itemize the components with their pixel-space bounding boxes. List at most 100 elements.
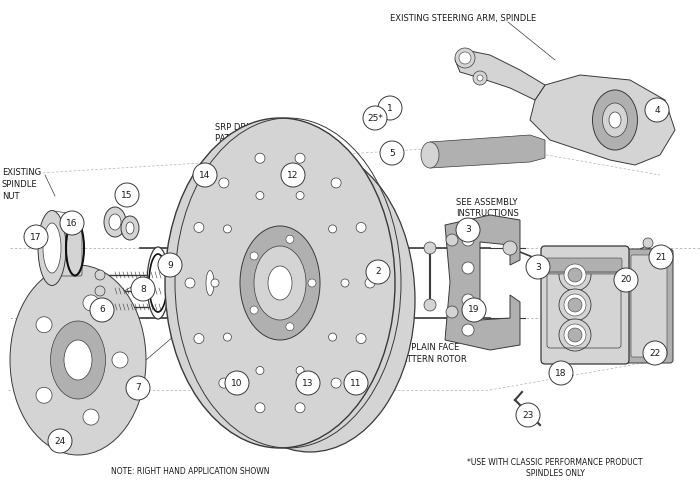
Circle shape xyxy=(24,225,48,249)
Text: 1: 1 xyxy=(387,104,393,112)
Circle shape xyxy=(380,141,404,165)
Text: 12: 12 xyxy=(287,170,299,180)
Circle shape xyxy=(462,298,486,322)
Text: 24: 24 xyxy=(55,436,66,445)
Circle shape xyxy=(193,163,217,187)
Text: 2: 2 xyxy=(375,268,381,276)
Circle shape xyxy=(219,178,229,188)
Circle shape xyxy=(255,403,265,413)
Ellipse shape xyxy=(165,243,191,323)
Ellipse shape xyxy=(268,266,292,300)
Ellipse shape xyxy=(64,340,92,380)
Ellipse shape xyxy=(43,223,61,273)
Circle shape xyxy=(643,341,667,365)
Circle shape xyxy=(649,245,673,269)
Circle shape xyxy=(363,106,387,130)
Circle shape xyxy=(366,260,390,284)
Circle shape xyxy=(328,225,337,233)
Circle shape xyxy=(90,298,114,322)
Circle shape xyxy=(286,323,294,331)
Ellipse shape xyxy=(121,216,139,240)
Circle shape xyxy=(295,403,305,413)
Circle shape xyxy=(446,234,458,246)
Circle shape xyxy=(462,324,474,336)
Circle shape xyxy=(223,225,232,233)
Polygon shape xyxy=(530,75,675,165)
Circle shape xyxy=(331,178,341,188)
Ellipse shape xyxy=(206,271,214,296)
Circle shape xyxy=(455,48,475,68)
Polygon shape xyxy=(430,135,545,168)
Ellipse shape xyxy=(609,112,621,128)
Circle shape xyxy=(328,333,337,341)
Circle shape xyxy=(256,366,264,375)
Ellipse shape xyxy=(38,211,66,285)
Circle shape xyxy=(564,294,586,316)
Circle shape xyxy=(559,319,591,351)
Circle shape xyxy=(126,376,150,400)
Circle shape xyxy=(559,289,591,321)
Circle shape xyxy=(549,361,573,385)
Text: 21: 21 xyxy=(655,252,666,262)
Ellipse shape xyxy=(240,226,320,340)
Circle shape xyxy=(281,163,305,187)
Text: HP PLAIN FACE
PATTERN ROTOR: HP PLAIN FACE PATTERN ROTOR xyxy=(397,343,467,364)
Ellipse shape xyxy=(104,207,126,237)
Text: 18: 18 xyxy=(555,369,567,378)
Circle shape xyxy=(296,191,304,199)
Circle shape xyxy=(516,403,540,427)
Circle shape xyxy=(83,409,99,425)
Text: EXISTING STEERING ARM, SPINDLE: EXISTING STEERING ARM, SPINDLE xyxy=(390,13,536,23)
Ellipse shape xyxy=(126,222,134,234)
Circle shape xyxy=(255,153,265,163)
Circle shape xyxy=(95,286,105,296)
Ellipse shape xyxy=(50,321,106,399)
Circle shape xyxy=(296,366,304,375)
Text: 13: 13 xyxy=(302,379,314,387)
Circle shape xyxy=(295,153,305,163)
Circle shape xyxy=(462,262,474,274)
Ellipse shape xyxy=(421,142,439,168)
Text: NOTE: RIGHT HAND APPLICATION SHOWN: NOTE: RIGHT HAND APPLICATION SHOWN xyxy=(111,467,270,476)
Ellipse shape xyxy=(271,244,349,356)
Circle shape xyxy=(473,71,487,85)
Circle shape xyxy=(356,222,366,232)
Text: SRP DRILLED/SLOTTED
PATTERN ROTOR: SRP DRILLED/SLOTTED PATTERN ROTOR xyxy=(215,123,311,143)
Circle shape xyxy=(568,328,582,342)
Text: 4: 4 xyxy=(654,106,660,114)
Circle shape xyxy=(112,352,128,368)
Circle shape xyxy=(356,333,366,344)
Text: 20: 20 xyxy=(620,275,631,284)
Circle shape xyxy=(250,252,258,260)
Circle shape xyxy=(462,294,474,306)
Circle shape xyxy=(378,96,402,120)
Circle shape xyxy=(568,268,582,282)
Circle shape xyxy=(60,211,84,235)
Ellipse shape xyxy=(286,265,334,335)
Text: *USE WITH CLASSIC PERFORMANCE PRODUCT
SPINDLES ONLY: *USE WITH CLASSIC PERFORMANCE PRODUCT SP… xyxy=(468,458,643,478)
Ellipse shape xyxy=(254,246,306,320)
Circle shape xyxy=(645,98,669,122)
Ellipse shape xyxy=(109,214,121,230)
Circle shape xyxy=(194,222,204,232)
Circle shape xyxy=(344,371,368,395)
Circle shape xyxy=(477,75,483,81)
FancyBboxPatch shape xyxy=(625,249,673,363)
Circle shape xyxy=(211,279,219,287)
Circle shape xyxy=(36,317,52,333)
Circle shape xyxy=(225,371,249,395)
Circle shape xyxy=(308,279,316,287)
Text: 6: 6 xyxy=(99,305,105,315)
Circle shape xyxy=(331,378,341,388)
Ellipse shape xyxy=(147,247,169,319)
Circle shape xyxy=(95,270,105,280)
Ellipse shape xyxy=(592,90,638,150)
FancyBboxPatch shape xyxy=(631,255,667,357)
Text: 16: 16 xyxy=(66,218,78,227)
Circle shape xyxy=(643,238,653,248)
Text: 19: 19 xyxy=(468,305,480,315)
Circle shape xyxy=(48,429,72,453)
Ellipse shape xyxy=(165,118,395,448)
Polygon shape xyxy=(455,50,545,100)
FancyBboxPatch shape xyxy=(541,246,629,364)
